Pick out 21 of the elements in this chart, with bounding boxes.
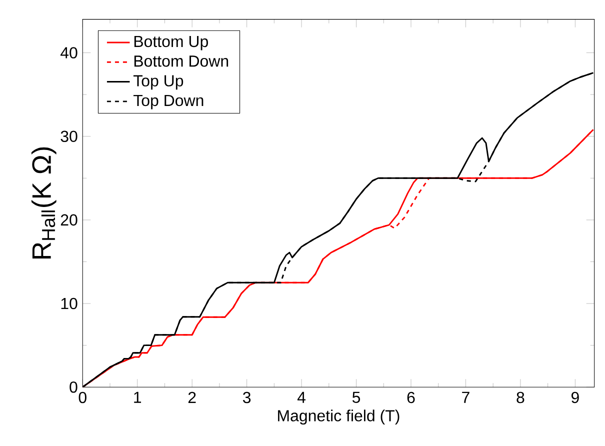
- x-axis-title: Magnetic field (T): [278, 410, 400, 425]
- y-tick-label: 10: [61, 298, 78, 310]
- legend-label: Bottom Up: [134, 36, 208, 50]
- x-tick-label: 0: [78, 392, 86, 404]
- legend-label: Top Up: [133, 75, 184, 90]
- x-tick-label: 6: [407, 392, 415, 404]
- y-tick-label: 30: [60, 130, 78, 142]
- x-tick-label: 7: [462, 392, 470, 403]
- y-tick-label: 40: [60, 47, 78, 59]
- y-axis-title: R$_{Hall}$(K Ω): [31, 148, 56, 259]
- x-tick-label: 4: [297, 392, 306, 403]
- legend-label: Top Down: [133, 95, 204, 110]
- y-tick-label: 20: [60, 214, 78, 226]
- y-tick-label: 0: [70, 382, 78, 393]
- x-tick-label: 2: [188, 392, 196, 404]
- x-tick-label: 1: [134, 392, 142, 403]
- legend-label: Bottom Down: [134, 56, 228, 67]
- x-tick-label: 3: [242, 392, 251, 404]
- x-tick-label: 8: [516, 392, 524, 404]
- x-tick-label: 5: [352, 392, 360, 404]
- x-tick-label: 9: [571, 392, 579, 404]
